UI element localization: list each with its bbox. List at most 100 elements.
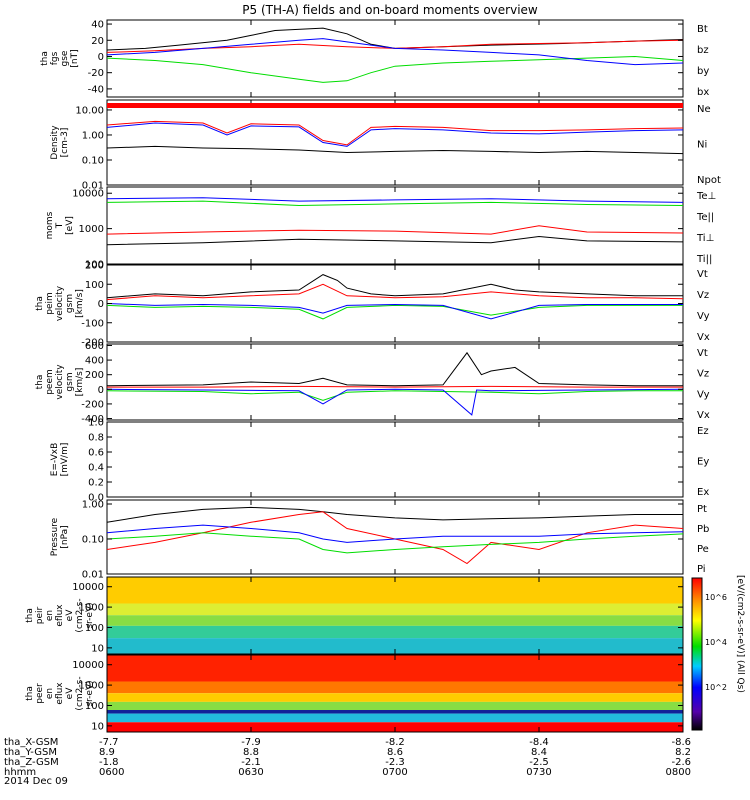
y-tick-label: -100	[81, 318, 104, 329]
spectrogram-band	[107, 710, 683, 714]
ephemeris-value: -7.7	[99, 737, 119, 748]
series-line-fgs-by	[106, 55, 684, 83]
colorbar: 10^6 10^4 10^2 [eV/(cm2-s-sr-eV)] (All Qs)	[691, 575, 745, 731]
y-axis-label: Pressure	[50, 517, 60, 556]
y-tick-label: 600	[85, 341, 104, 352]
y-axis-label: velocity	[55, 285, 65, 321]
y-tick-label: 1000	[79, 224, 104, 235]
ephemeris-value: 8.4	[531, 747, 547, 758]
series-line-fgs-Bt	[106, 27, 684, 51]
y-tick-label: 10000	[72, 582, 104, 593]
legend-label: Npot	[697, 175, 721, 186]
legend-label: by	[697, 66, 709, 77]
ephemeris-value: -7.9	[241, 737, 261, 748]
spectrogram-band	[107, 681, 683, 694]
plot-title: P5 (TH-A) fields and on-board moments ov…	[242, 3, 538, 17]
quality-flag-bar	[107, 103, 683, 108]
ephemeris-table: tha_X-GSM -7.7 -7.9 -8.2 -8.4 -8.6 tha_Y-GSM 8.…	[4, 737, 691, 778]
y-axis-label: fgs	[50, 51, 60, 65]
y-tick-label: 40	[91, 20, 104, 31]
y-tick-label: 10000	[72, 660, 104, 671]
y-tick-label: -40	[88, 84, 104, 95]
series-line-peim_v-Vx	[106, 303, 683, 320]
y-axis-label: tha	[35, 375, 45, 390]
series-line-density-Ni	[106, 145, 684, 155]
y-axis-label: (cm2-s-	[75, 676, 85, 710]
series-line-peem_v-Vx	[106, 388, 684, 416]
ephemeris-value: 0700	[382, 767, 407, 778]
ephemeris-row-label: hhmm	[4, 767, 36, 778]
ephemeris-value: 8.8	[243, 747, 259, 758]
y-axis-label: eV	[65, 687, 75, 700]
y-axis-label: eV	[65, 609, 75, 622]
panel-efield: Ez Ey Ex 1.0 0.8 0.6 0.4 0.2 0.0 E=-VxB [mV/m]	[50, 418, 709, 504]
series-line-peem_v-Vy	[106, 390, 683, 401]
y-axis-label: peir	[35, 606, 45, 624]
panel-frame	[106, 264, 684, 343]
legend-label: Vy	[697, 389, 710, 400]
colorbar-tick-label: 10^6	[705, 593, 727, 602]
y-tick-label: 200	[85, 370, 104, 381]
panel-frame	[106, 499, 684, 575]
y-axis-label: E=-VxB	[50, 443, 60, 477]
y-tick-label: 10000	[72, 189, 104, 200]
ephemeris-value: -2.6	[671, 757, 691, 768]
y-axis-label: gsm	[65, 294, 75, 313]
panel-density: Ne Ni Npot 10.00 1.00 0.10 0.01 Density [cm-3]	[50, 99, 721, 192]
y-tick-label: 10	[91, 643, 104, 654]
colorbar-tick-label: 10^2	[705, 683, 727, 692]
y-tick-label: 0.0	[88, 493, 104, 504]
series-line-peim_v-Vy	[106, 304, 683, 320]
panel-peir: 10000 1000 100 10 tha peir en eflux eV (cm2-s-sr-…	[25, 576, 684, 655]
series-line-density-Npot	[106, 122, 684, 147]
ephemeris-value: -2.1	[241, 757, 261, 768]
ephemeris-value: 8.2	[675, 747, 691, 758]
y-tick-label: 1000	[79, 681, 104, 692]
y-axis-label: [nT]	[70, 49, 80, 67]
y-axis-label: gsm	[65, 372, 75, 391]
series-line-pressure-Pi	[106, 524, 684, 543]
panel-frame	[106, 19, 684, 98]
y-tick-label: 0.01	[82, 570, 104, 581]
series-line-pressure-Pb	[106, 511, 684, 565]
legend-label: Te||	[696, 212, 714, 223]
y-tick-label: 0.10	[82, 534, 104, 545]
y-axis-label: en	[45, 688, 55, 699]
legend-label: Pb	[697, 524, 709, 535]
y-tick-label: 100	[85, 260, 104, 271]
series-line-peem_v-Vt	[106, 351, 683, 387]
legend-label: Ti⊥	[696, 233, 714, 244]
spectrogram-band	[107, 693, 683, 702]
panel-frame	[106, 421, 684, 498]
legend-label: Vt	[697, 348, 708, 359]
y-axis-label: tha	[35, 296, 45, 311]
y-axis-label: T	[55, 222, 65, 229]
legend-label: Vy	[697, 311, 710, 322]
y-axis-label: en	[45, 610, 55, 621]
y-tick-label: 1.00	[82, 499, 104, 510]
spectrogram-band	[107, 713, 683, 723]
legend-label: Pi	[697, 564, 706, 575]
series-line-pressure-Pe	[106, 532, 684, 554]
ephemeris-value: -2.5	[529, 757, 549, 768]
series-line-peim_v-Vz	[106, 283, 684, 301]
y-axis-label: eflux	[55, 682, 65, 705]
y-tick-label: 100	[85, 280, 104, 291]
legend-label: Vx	[697, 332, 710, 343]
spectrogram-band	[107, 701, 683, 711]
panel-frame	[106, 343, 684, 421]
y-tick-label: 20	[91, 36, 104, 47]
legend-label: Pe	[697, 544, 709, 555]
y-tick-label: 0.10	[82, 155, 104, 166]
series-line-temp-Te	[106, 235, 684, 246]
y-axis-label: tha	[40, 51, 50, 66]
date-label: 2014 Dec 09	[4, 776, 68, 787]
panel-temp: Te⊥ Te|| Ti⊥ Ti|| 10000 1000 100 moms T [eV]	[45, 186, 716, 271]
spectrogram-band	[107, 603, 683, 616]
panel-frame	[106, 99, 684, 186]
ephemeris-value: -8.2	[385, 737, 405, 748]
y-tick-label: 0.4	[88, 463, 104, 474]
ephemeris-row-label: tha_Z-GSM	[4, 757, 59, 768]
